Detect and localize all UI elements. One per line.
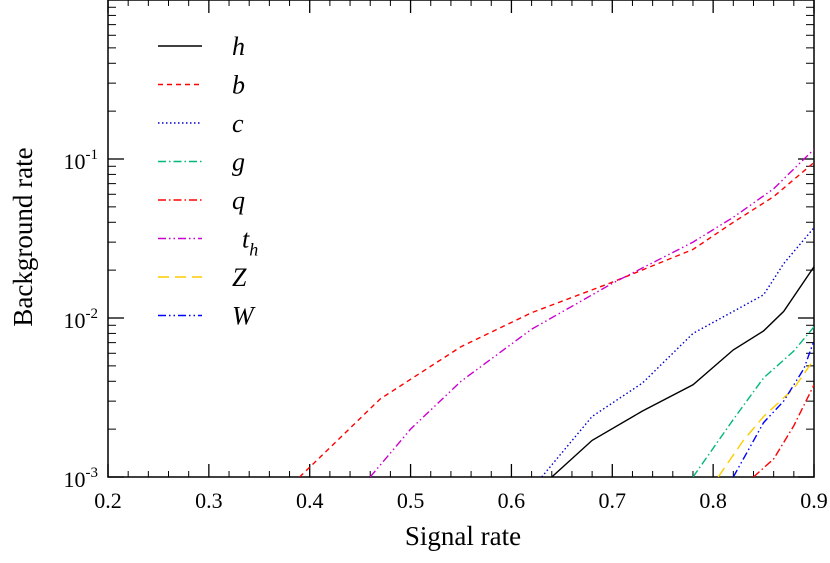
y-axis-label: Background rate <box>8 147 38 326</box>
x-axis: 0.2 0.3 0.4 0.5 0.6 0.7 0.8 0.9 <box>94 0 828 513</box>
y-tick-label: 10-2 <box>64 306 99 333</box>
x-axis-label: Signal rate <box>405 521 521 551</box>
x-tick-label: 0.9 <box>800 488 828 513</box>
series-line-th <box>369 148 814 477</box>
legend-label-h: h <box>232 32 245 61</box>
series-line-W <box>732 340 814 477</box>
series-line-q <box>753 384 814 477</box>
legend-label-c: c <box>232 109 244 138</box>
legend-label-q: q <box>232 186 245 215</box>
x-tick-label: 0.7 <box>599 488 627 513</box>
x-tick-label: 0.8 <box>699 488 727 513</box>
legend-label-g: g <box>232 148 245 177</box>
y-tick-label: 10-1 <box>64 147 99 174</box>
x-tick-label: 0.4 <box>296 488 324 513</box>
series-lines <box>299 148 814 477</box>
series-line-b <box>299 161 814 477</box>
legend-label-th: th <box>242 225 258 260</box>
series-line-h <box>551 266 814 477</box>
x-tick-label: 0.3 <box>195 488 223 513</box>
y-axis: 10-3 10-2 10-1 <box>64 6 814 492</box>
series-line-c <box>541 227 814 477</box>
legend-label-Z: Z <box>232 263 247 292</box>
legend-label-b: b <box>232 71 245 100</box>
x-tick-label: 0.5 <box>397 488 425 513</box>
x-tick-label: 0.2 <box>94 488 122 513</box>
series-line-Z <box>717 358 814 477</box>
y-tick-label: 10-3 <box>64 465 99 492</box>
legend-label-W: W <box>232 302 256 331</box>
plot-frame-rect <box>107 0 815 478</box>
series-line-g <box>692 326 814 477</box>
x-tick-label: 0.6 <box>498 488 526 513</box>
plot-frame <box>107 0 815 478</box>
